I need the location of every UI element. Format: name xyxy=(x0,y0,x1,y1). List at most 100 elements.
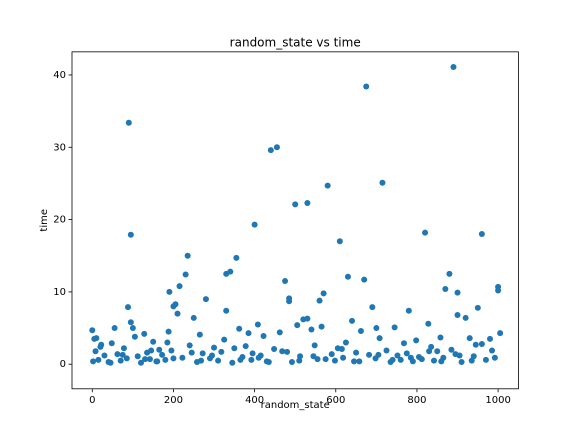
point xyxy=(198,357,205,364)
point xyxy=(127,231,134,238)
point xyxy=(376,335,383,342)
point xyxy=(437,334,444,341)
point xyxy=(92,348,99,355)
point xyxy=(148,347,155,354)
point xyxy=(338,346,345,353)
point xyxy=(425,320,432,327)
point xyxy=(344,273,351,280)
point xyxy=(176,283,183,290)
point xyxy=(391,324,398,331)
point xyxy=(407,354,414,361)
point xyxy=(296,357,303,364)
x-tick-label: 600 xyxy=(326,395,345,406)
point xyxy=(351,358,358,365)
point xyxy=(209,352,216,359)
chart-title: random_state vs time xyxy=(230,36,361,50)
y-tick-label: 0 xyxy=(60,359,66,370)
point xyxy=(90,358,97,365)
point xyxy=(107,359,114,366)
point xyxy=(233,254,240,261)
point xyxy=(125,119,132,126)
point xyxy=(111,325,118,332)
point xyxy=(308,326,315,333)
point xyxy=(363,83,370,90)
point xyxy=(328,351,335,358)
point xyxy=(236,325,243,332)
point xyxy=(478,231,485,238)
point xyxy=(202,296,209,303)
x-tick-label: 800 xyxy=(407,395,426,406)
point xyxy=(245,330,252,337)
point xyxy=(353,349,360,356)
point xyxy=(184,252,191,259)
point xyxy=(383,347,390,354)
point xyxy=(127,319,134,326)
point xyxy=(405,307,412,314)
point xyxy=(174,310,181,317)
point xyxy=(394,352,401,359)
point xyxy=(251,221,258,228)
point xyxy=(316,297,323,304)
point xyxy=(491,354,498,361)
point xyxy=(229,359,236,366)
x-axis-label: random_state xyxy=(261,400,330,411)
plot-frame xyxy=(71,51,519,390)
point xyxy=(120,345,127,352)
point xyxy=(324,182,331,189)
point xyxy=(166,288,173,295)
point xyxy=(267,147,274,154)
point xyxy=(468,357,475,364)
point xyxy=(172,301,179,308)
point xyxy=(336,238,343,245)
point xyxy=(349,317,356,324)
point xyxy=(292,201,299,208)
point xyxy=(242,343,249,350)
point xyxy=(271,346,278,353)
point xyxy=(182,271,189,278)
point xyxy=(154,358,161,365)
point xyxy=(442,286,449,293)
point xyxy=(331,357,338,364)
point xyxy=(179,354,186,361)
x-tick-label: 1000 xyxy=(485,395,510,406)
point xyxy=(221,336,228,343)
point xyxy=(125,304,132,311)
y-tick-label: 30 xyxy=(53,142,66,153)
point xyxy=(322,356,329,363)
point xyxy=(357,327,364,334)
point xyxy=(379,179,386,186)
y-tick-label: 20 xyxy=(53,215,66,226)
y-axis-label: time xyxy=(39,209,50,232)
point xyxy=(438,358,445,365)
point xyxy=(276,329,283,336)
point xyxy=(196,331,203,338)
point xyxy=(231,345,238,352)
point xyxy=(320,290,327,297)
point xyxy=(237,356,244,363)
point xyxy=(482,356,489,363)
point xyxy=(156,346,163,353)
point xyxy=(478,340,485,347)
point xyxy=(284,348,291,355)
point xyxy=(413,337,420,344)
point xyxy=(265,359,272,366)
y-tick-label: 40 xyxy=(53,70,66,81)
point xyxy=(462,314,469,321)
point xyxy=(170,355,177,362)
point xyxy=(218,348,225,355)
point xyxy=(426,348,433,355)
point xyxy=(273,144,280,151)
point xyxy=(215,357,222,364)
point xyxy=(310,353,317,360)
point xyxy=(89,327,96,334)
point xyxy=(373,325,380,332)
point xyxy=(474,304,481,311)
point xyxy=(311,342,318,349)
point xyxy=(141,330,148,337)
point xyxy=(489,347,496,354)
point xyxy=(95,356,102,363)
point xyxy=(497,330,504,337)
point xyxy=(430,357,437,364)
point xyxy=(403,350,410,357)
